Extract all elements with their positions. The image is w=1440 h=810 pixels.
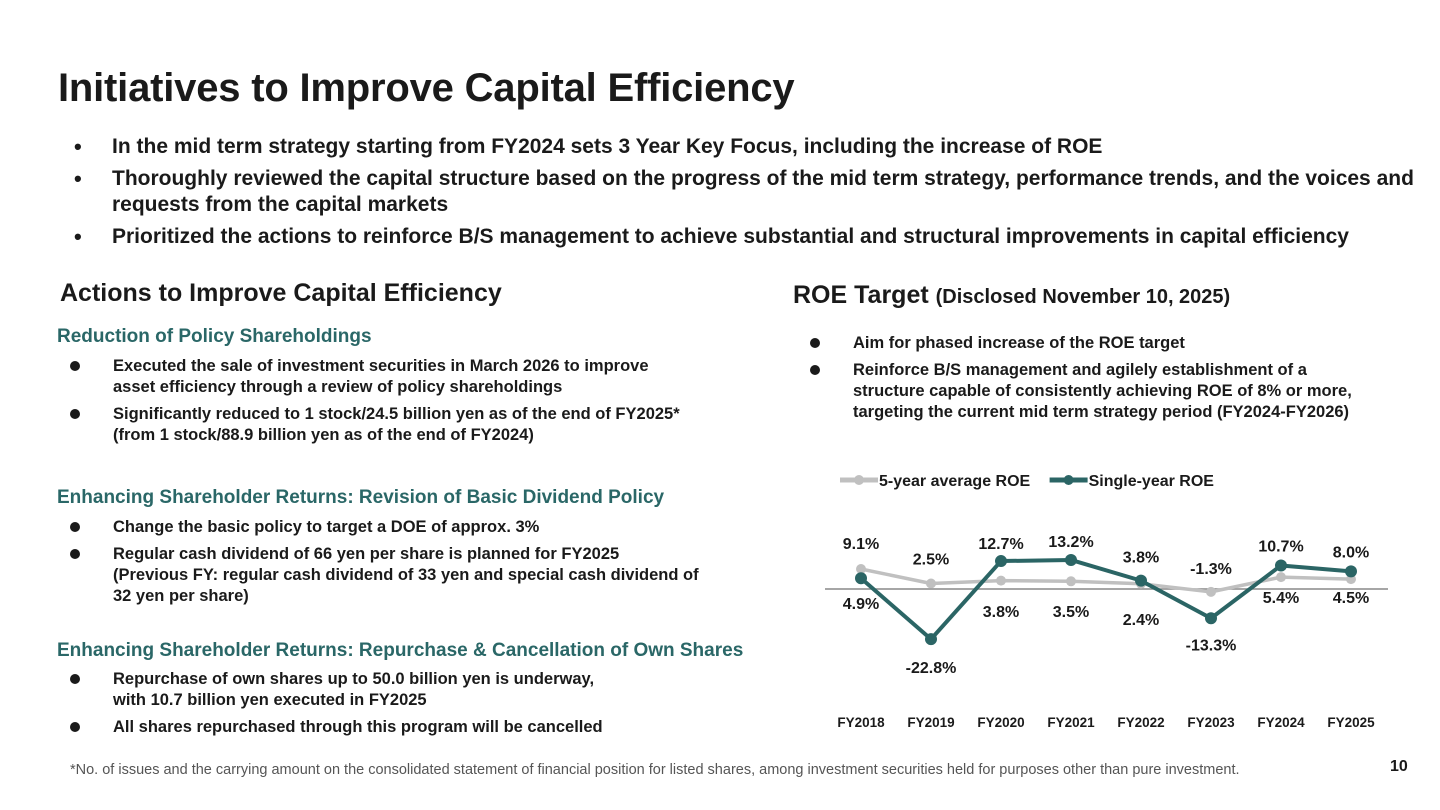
top-bullet: • Prioritized the actions to reinforce B/…: [74, 224, 1349, 249]
x-tick-label: FY2020: [977, 715, 1024, 730]
bullet-icon: [810, 338, 820, 348]
x-tick-label: FY2018: [837, 715, 885, 730]
bullet-icon: [70, 361, 80, 371]
data-point: [1135, 574, 1147, 587]
list-item: Change the basic policy to target a DOE …: [68, 517, 768, 538]
list-item: Aim for phased increase of the ROE targe…: [808, 333, 1408, 354]
x-tick-label: FY2022: [1117, 715, 1164, 730]
data-label: -13.3%: [1186, 637, 1237, 654]
legend-label: Single-year ROE: [1089, 473, 1215, 490]
bullet-icon: [810, 365, 820, 375]
legend-label: 5-year average ROE: [879, 473, 1031, 490]
bullet-icon: [70, 549, 80, 559]
roe-target-list: Aim for phased increase of the ROE targe…: [808, 333, 1408, 429]
data-label: 2.5%: [913, 552, 949, 569]
data-label: 13.2%: [1048, 534, 1093, 551]
roe-target-title: ROE Target: [793, 281, 929, 309]
policy-shareholdings-list: Executed the sale of investment securiti…: [68, 356, 768, 452]
data-label: 10.7%: [1258, 538, 1303, 555]
group-heading-policy-shareholdings: Reduction of Policy Shareholdings: [57, 326, 372, 347]
list-item: All shares repurchased through this prog…: [68, 717, 768, 738]
data-point: [926, 578, 936, 589]
roe-line-chart: 5-year average ROE Single-year ROE 9.1% 2.5…: [825, 473, 1388, 730]
legend-swatch-marker: [854, 475, 864, 485]
data-point: [996, 575, 1006, 586]
data-label: -22.8%: [906, 660, 957, 677]
series-line-0: [860, 567, 1352, 594]
list-item: Significantly reduced to 1 stock/24.5 bi…: [68, 404, 768, 446]
data-label: -1.3%: [1190, 561, 1232, 578]
data-label: 2.4%: [1123, 612, 1159, 629]
top-bullet: • Thoroughly reviewed the capital structu…: [74, 166, 1414, 216]
x-tick-label: FY2024: [1257, 715, 1305, 730]
data-point: [1065, 553, 1077, 566]
data-point: [856, 563, 866, 574]
list-item: Regular cash dividend of 66 yen per shar…: [68, 544, 768, 607]
data-point: [1206, 586, 1216, 597]
bullet-icon: [70, 674, 80, 684]
data-label: 9.1%: [843, 536, 879, 553]
data-point: [1276, 572, 1286, 583]
series-line-1: [859, 557, 1352, 642]
roe-target-heading: ROE Target (Disclosed November 10, 2025): [793, 281, 1230, 310]
x-tick-label: FY2019: [907, 715, 954, 730]
top-bullet-list: • In the mid term strategy starting from …: [74, 134, 1424, 256]
bullet-icon: •: [74, 224, 82, 249]
page-title: Initiatives to Improve Capital Efficienc…: [58, 66, 795, 110]
list-item: Executed the sale of investment securiti…: [68, 356, 768, 398]
bullet-icon: •: [74, 166, 82, 191]
data-label: 3.5%: [1053, 604, 1089, 621]
data-point: [1275, 559, 1287, 572]
top-bullet: • In the mid term strategy starting from …: [74, 134, 1103, 159]
data-label: 3.8%: [983, 604, 1019, 621]
legend-swatch-marker: [1063, 475, 1074, 485]
x-tick-label: FY2023: [1187, 715, 1235, 730]
actions-heading: Actions to Improve Capital Efficiency: [60, 279, 502, 307]
group-heading-repurchase: Enhancing Shareholder Returns: Repurchas…: [57, 640, 744, 661]
bullet-icon: •: [74, 134, 82, 159]
list-item: Repurchase of own shares up to 50.0 bill…: [68, 669, 768, 711]
data-label: 4.9%: [843, 596, 879, 613]
data-point: [925, 633, 937, 646]
repurchase-list: Repurchase of own shares up to 50.0 bill…: [68, 669, 768, 744]
data-point: [1066, 576, 1076, 587]
data-label: 5.4%: [1263, 590, 1299, 607]
data-point: [1205, 612, 1217, 625]
bullet-icon: [70, 522, 80, 532]
data-label: 4.5%: [1333, 590, 1369, 607]
bullet-icon: [70, 722, 80, 732]
footnote: *No. of issues and the carrying amount o…: [70, 762, 1240, 778]
data-label: 3.8%: [1123, 550, 1159, 567]
data-point: [855, 572, 867, 585]
bullet-icon: [70, 409, 80, 419]
list-item: Reinforce B/S management and agilely est…: [808, 360, 1408, 423]
dividend-policy-list: Change the basic policy to target a DOE …: [68, 517, 768, 613]
page-number: 10: [1390, 758, 1408, 775]
data-point: [1345, 565, 1357, 578]
x-tick-label: FY2025: [1327, 715, 1375, 730]
data-label: 8.0%: [1333, 544, 1369, 561]
data-point: [995, 555, 1007, 568]
x-tick-label: FY2021: [1047, 715, 1095, 730]
data-label: 12.7%: [978, 536, 1023, 553]
group-heading-dividend-policy: Enhancing Shareholder Returns: Revision …: [57, 487, 665, 508]
roe-target-disclosure-date: (Disclosed November 10, 2025): [935, 286, 1231, 308]
